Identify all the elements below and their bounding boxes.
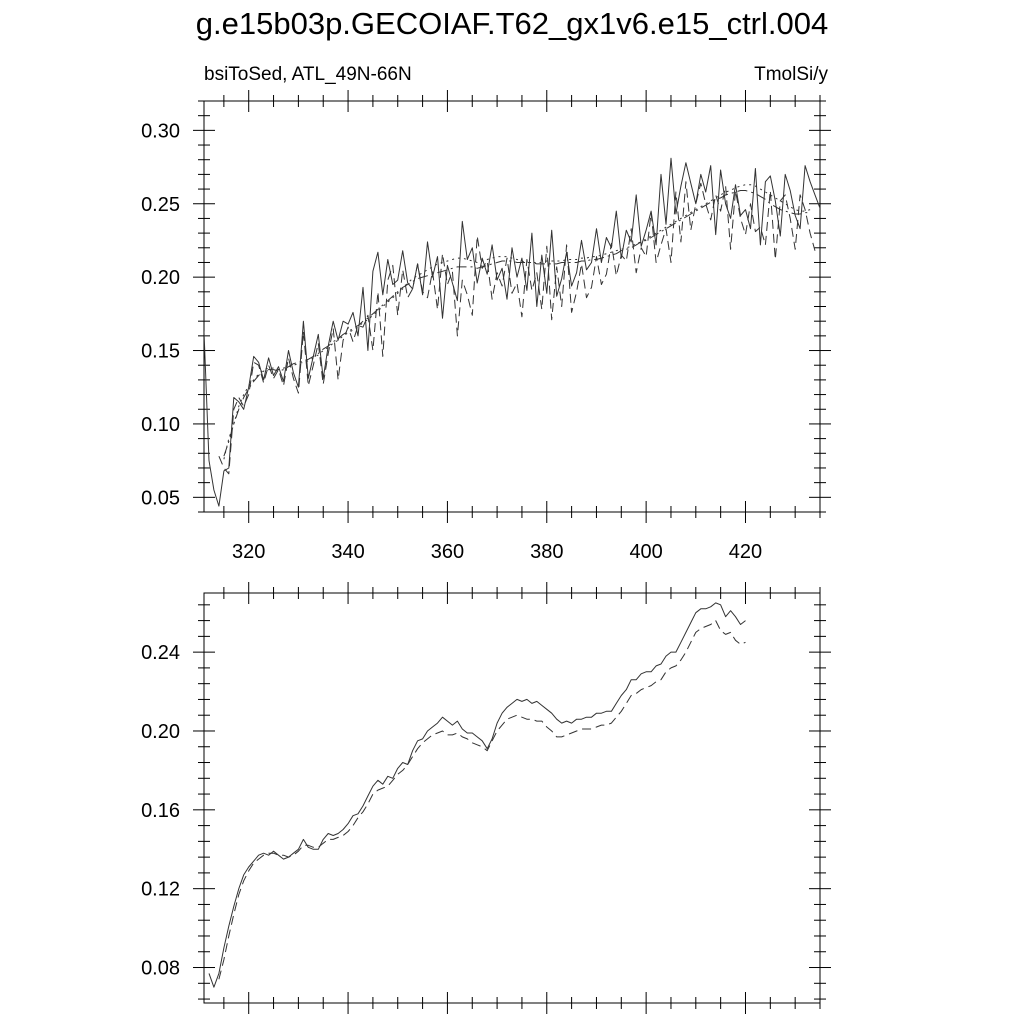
series-dashdot-line xyxy=(223,190,811,457)
series-dotted-line xyxy=(223,184,811,460)
y-tick-label: 0.24 xyxy=(141,642,180,664)
x-tick-label: 400 xyxy=(629,541,662,563)
y-tick-label: 0.08 xyxy=(141,958,180,980)
y-tick-label: 0.20 xyxy=(141,267,180,289)
y-tick-label: 0.10 xyxy=(141,414,180,436)
plot-frame xyxy=(203,592,821,1004)
y-tick-label: 0.05 xyxy=(141,487,180,509)
x-tick-label: 320 xyxy=(232,541,265,563)
page-title: g.e15b03p.GECOIAF.T62_gx1v6.e15_ctrl.004 xyxy=(195,6,829,41)
series-solid-line xyxy=(204,157,820,507)
y-tick-label: 0.25 xyxy=(141,194,180,216)
y-tick-label: 0.12 xyxy=(141,879,180,901)
variable-label: bsiToSed, ATL_49N-66N xyxy=(204,64,412,85)
bottom-panel: 0.08 0.12 0.16 0.20 0.24 xyxy=(141,582,831,1014)
y-tick-label: 0.20 xyxy=(141,721,180,743)
series-dashed-line xyxy=(218,181,816,475)
x-tick-label: 360 xyxy=(431,541,464,563)
top-panel: 320 340 360 380 400 420 0.05 0.10 0.15 0.20 0.25 0.… xyxy=(141,90,831,563)
y-tick-label: 0.16 xyxy=(141,800,180,822)
smoothed-dashed-line xyxy=(218,620,746,980)
y-tick-label: 0.30 xyxy=(141,120,180,142)
x-tick-label: 380 xyxy=(530,541,563,563)
units-label: TmolSi/y xyxy=(754,64,828,85)
x-tick-label: 340 xyxy=(331,541,364,563)
y-tick-label: 0.15 xyxy=(141,341,180,363)
smoothed-solid-line xyxy=(208,602,746,988)
plot-frame xyxy=(203,100,821,513)
x-tick-label: 420 xyxy=(729,541,762,563)
